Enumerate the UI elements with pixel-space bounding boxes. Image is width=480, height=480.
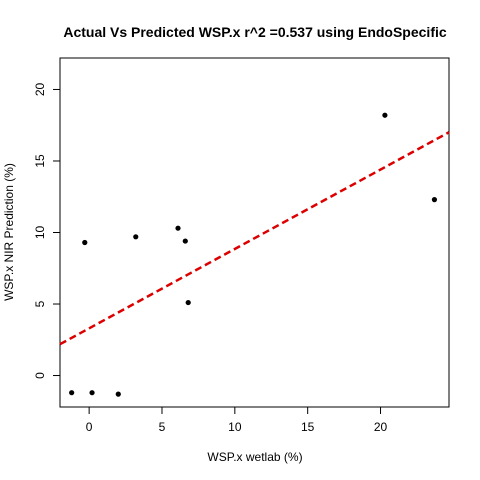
fit-line (59, 131, 450, 346)
data-point-7 (185, 299, 191, 306)
data-point-1 (82, 239, 88, 246)
y-tick-label-3: 15 (33, 154, 47, 168)
y-axis-label: WSP.x NIR Prediction (%) (2, 163, 16, 301)
y-axis: 0 5 10 15 20 (33, 82, 60, 379)
x-axis-label: WSP.x wetlab (%) (207, 450, 302, 464)
y-tick-label-2: 10 (33, 226, 47, 240)
chart-title: Actual Vs Predicted WSP.x r^2 =0.537 usi… (63, 24, 447, 40)
data-point-4 (133, 234, 139, 240)
data-point-2 (89, 390, 95, 396)
x-tick-label-4: 20 (374, 420, 388, 434)
x-axis: 0 5 10 15 20 (86, 407, 388, 434)
y-tick-label-1: 5 (33, 300, 47, 307)
data-point-5 (175, 225, 181, 231)
data-point-9 (431, 197, 438, 203)
data-point-8 (382, 112, 388, 118)
x-tick-label-2: 10 (228, 420, 242, 434)
x-tick-label-3: 15 (301, 420, 315, 434)
y-tick-label-0: 0 (33, 372, 47, 379)
y-tick-label-4: 20 (33, 82, 47, 96)
x-tick-label-0: 0 (86, 420, 93, 434)
data-point-3 (115, 391, 121, 397)
plot-area (59, 57, 450, 408)
data-point-6 (182, 238, 188, 244)
x-tick-label-1: 5 (159, 420, 166, 434)
data-point-0 (69, 390, 75, 396)
fit-line-layer (59, 131, 450, 346)
points-layer (69, 112, 438, 397)
